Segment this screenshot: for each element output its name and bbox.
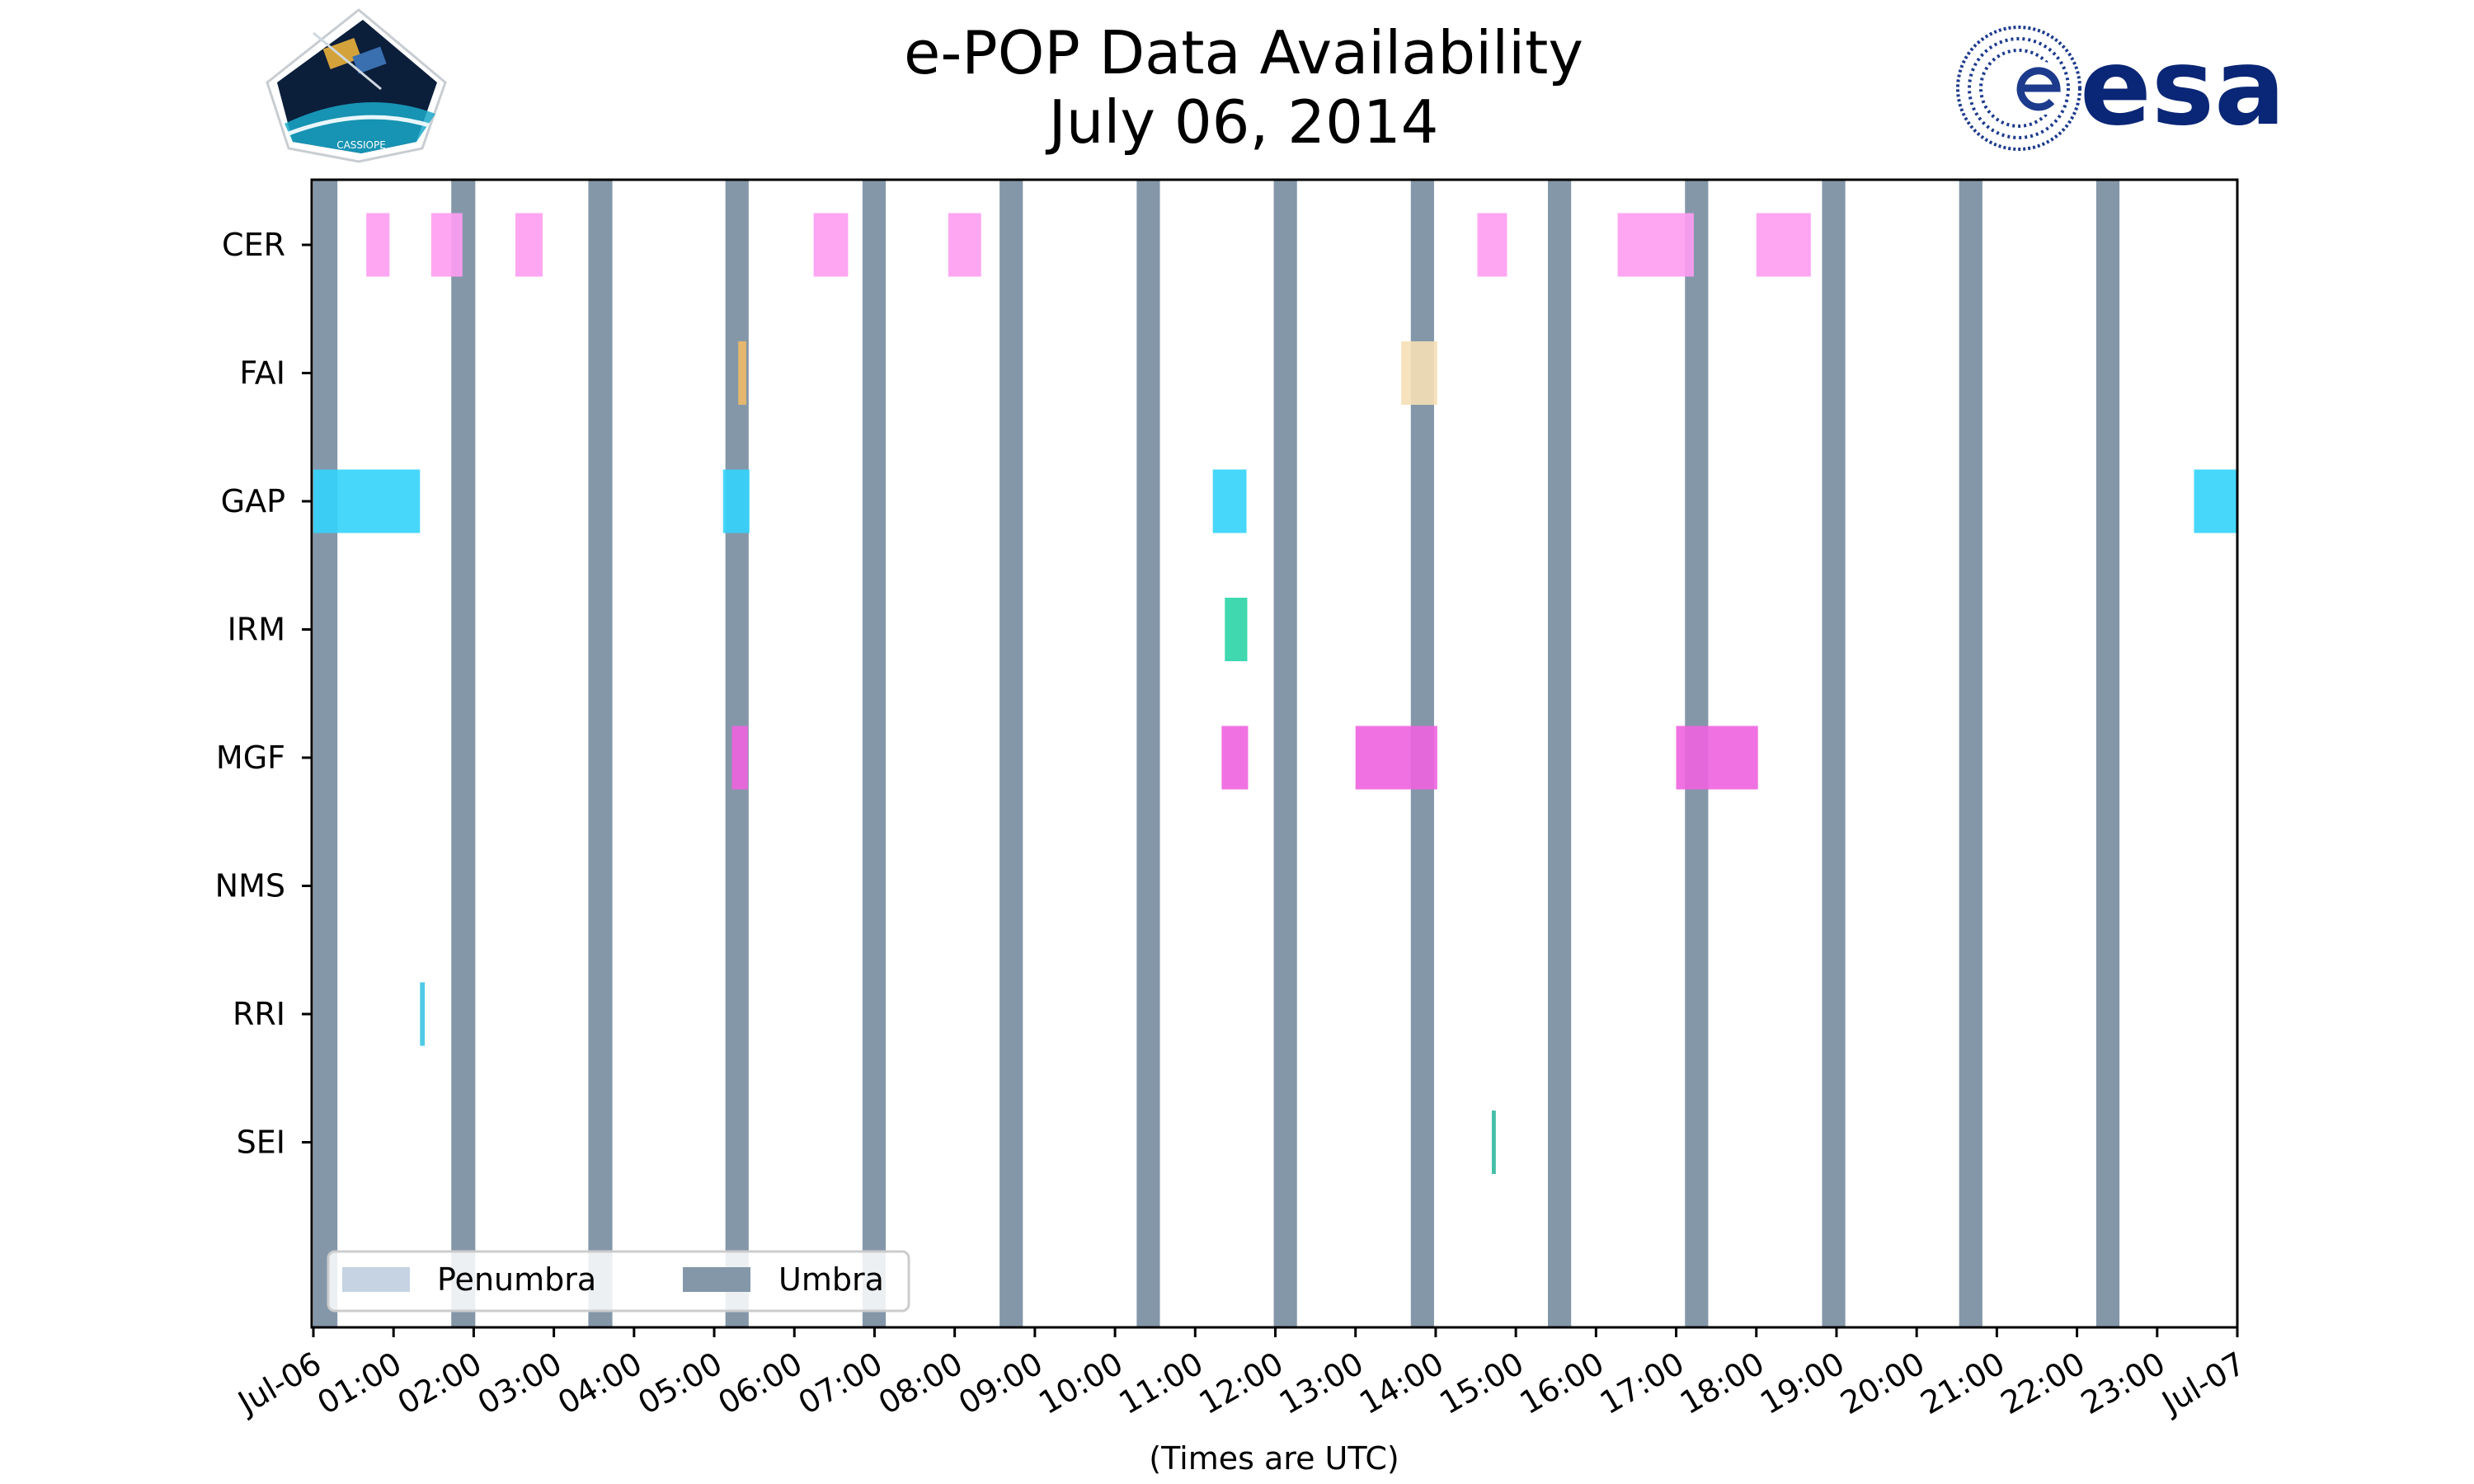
legend-box	[327, 1250, 910, 1313]
umbra-band-12	[1822, 180, 1846, 1327]
sei-bar-1	[1491, 1111, 1496, 1174]
data-bars	[313, 213, 2237, 1174]
irm-bar-1	[1225, 598, 1248, 661]
cer-bar-4	[813, 213, 849, 277]
gap-bar-1	[313, 469, 421, 533]
y-axis: CER FAI GAP IRM MGF NMS RRI SEI	[215, 227, 312, 1161]
x-tick-label-11: 11:00	[1112, 1345, 1209, 1421]
y-tick-label-nms: NMS	[215, 868, 285, 904]
umbra-band-8	[1273, 180, 1297, 1327]
mgf-bar-2	[1221, 726, 1249, 790]
x-tick-label-24: Jul-07	[2155, 1345, 2251, 1421]
x-tick-label-10: 10:00	[1032, 1345, 1129, 1421]
cer-bar-2	[430, 213, 463, 277]
x-tick-label-17: 17:00	[1594, 1345, 1691, 1421]
y-tick-label-irm: IRM	[228, 612, 285, 648]
y-tick-label-gap: GAP	[221, 483, 285, 519]
x-tick-label-8: 08:00	[872, 1345, 969, 1421]
x-tick-label-1: 01:00	[311, 1345, 407, 1421]
x-tick-label-12: 12:00	[1193, 1345, 1290, 1421]
x-tick-label-6: 06:00	[712, 1345, 808, 1421]
legend-penumbra-swatch	[342, 1267, 410, 1292]
esa-emblem-icon	[1956, 26, 2081, 151]
cer-bar-1	[366, 213, 390, 277]
gap-bar-3	[1212, 469, 1247, 533]
umbra-band-5	[862, 180, 887, 1327]
title-line-1: e-POP Data Availability	[904, 18, 1583, 87]
x-tick-label-23: 23:00	[2075, 1345, 2171, 1421]
umbra-band-13	[1959, 180, 1982, 1327]
x-tick-label-16: 16:00	[1513, 1345, 1610, 1421]
mgf-bar-4	[1676, 726, 1758, 790]
mgf-bar-3	[1355, 726, 1437, 790]
legend: Penumbra Umbra	[327, 1250, 910, 1313]
chart-title: e-POP Data Availability July 06, 2014	[0, 18, 2474, 157]
x-axis-label: (Times are UTC)	[1149, 1440, 1399, 1477]
plot-area: CER FAI GAP IRM MGF NMS RRI SEI Jul-0601:0002:0…	[215, 178, 2251, 1477]
y-tick-label-rri: RRI	[233, 996, 285, 1032]
umbra-band-3	[588, 180, 613, 1327]
gap-bar-2	[722, 469, 750, 533]
x-tick-label-20: 20:00	[1834, 1345, 1931, 1421]
x-tick-label-4: 04:00	[552, 1345, 648, 1421]
x-tick-label-2: 02:00	[392, 1345, 488, 1421]
cer-bar-3	[515, 213, 543, 277]
legend-umbra-swatch	[683, 1267, 750, 1292]
x-tick-label-14: 14:00	[1353, 1345, 1450, 1421]
x-tick-label-22: 22:00	[1995, 1345, 2091, 1421]
fai-bar-1	[1401, 341, 1437, 405]
legend-penumbra-label: Penumbra	[437, 1261, 596, 1298]
umbra-band-10	[1548, 180, 1572, 1327]
cer-bar-5	[948, 213, 981, 277]
rri-bar-1	[420, 982, 426, 1046]
x-tick-label-9: 09:00	[952, 1345, 1049, 1421]
cer-bar-7	[1617, 213, 1694, 277]
fai-bar-1	[738, 341, 746, 405]
title-line-2: July 06, 2014	[1048, 87, 1439, 157]
umbra-band-6	[999, 180, 1023, 1327]
esa-logo-text: esa	[2080, 26, 2285, 149]
y-tick-label-mgf: MGF	[216, 740, 285, 776]
x-tick-label-3: 03:00	[472, 1345, 568, 1421]
cassiope-logo: CASSIOPE	[266, 8, 447, 163]
x-tick-label-18: 18:00	[1674, 1345, 1771, 1421]
cassiope-logo-text: CASSIOPE	[336, 139, 386, 151]
cer-bar-8	[1756, 213, 1811, 277]
umbra-band-2	[451, 180, 476, 1327]
x-tick-label-0: Jul-06	[231, 1345, 327, 1421]
x-tick-label-5: 05:00	[632, 1345, 728, 1421]
cer-bar-6	[1477, 213, 1507, 277]
x-tick-label-21: 21:00	[1915, 1345, 2011, 1421]
umbra-band-1	[313, 180, 338, 1327]
legend-umbra-label: Umbra	[778, 1261, 884, 1298]
umbra-band-7	[1136, 180, 1160, 1327]
esa-logo: esa	[1956, 26, 2285, 151]
x-tick-label-15: 15:00	[1433, 1345, 1530, 1421]
x-tick-label-7: 07:00	[793, 1345, 889, 1421]
y-tick-label-fai: FAI	[239, 355, 285, 392]
y-tick-label-cer: CER	[222, 227, 285, 263]
gap-bar-4	[2194, 469, 2237, 533]
umbra-band-14	[2095, 180, 2120, 1327]
y-tick-label-sei: SEI	[237, 1125, 285, 1161]
x-tick-label-19: 19:00	[1754, 1345, 1851, 1421]
x-axis: Jul-0601:0002:0003:0004:0005:0006:0007:0…	[231, 1327, 2251, 1421]
mgf-bar-1	[731, 726, 748, 790]
x-tick-label-13: 13:00	[1273, 1345, 1370, 1421]
